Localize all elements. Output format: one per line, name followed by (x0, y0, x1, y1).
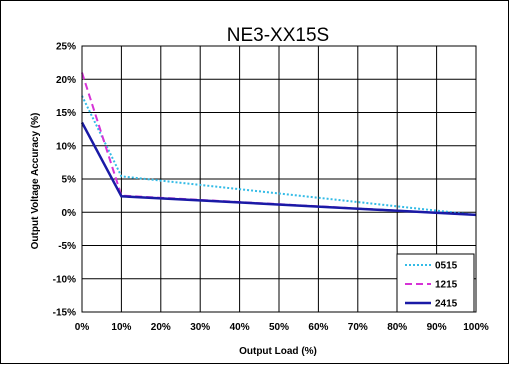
y-tick-label: 0% (62, 208, 77, 219)
x-tick-label: 90% (427, 322, 447, 333)
legend-label-0515: 0515 (435, 261, 458, 272)
y-tick-label: 25% (56, 42, 76, 53)
x-tick-label: 100% (463, 322, 489, 333)
x-tick-label: 50% (269, 322, 289, 333)
x-tick-label: 40% (230, 322, 250, 333)
chart-title: NE3-XX15S (227, 25, 329, 46)
y-tick-label: -5% (58, 241, 76, 252)
y-axis-label: Output Voltage Accuracy (%) (30, 113, 41, 250)
x-tick-label: 20% (151, 322, 171, 333)
x-axis-ticks: 0% 10% 20% 30% 40% 50% 60% 70% 80% 90% 100% (75, 322, 489, 333)
x-axis-label: Output Load (%) (239, 346, 317, 357)
y-tick-label: 10% (56, 141, 76, 152)
legend-label-2415: 2415 (435, 299, 458, 310)
x-tick-label: 80% (387, 322, 407, 333)
x-tick-label: 30% (190, 322, 210, 333)
y-tick-label: -10% (53, 274, 76, 285)
x-tick-label: 70% (348, 322, 368, 333)
legend-label-1215: 1215 (435, 280, 458, 291)
y-tick-label: 5% (62, 175, 77, 186)
x-tick-label: 0% (75, 322, 90, 333)
y-axis-ticks: -15% -10% -5% 0% 5% 10% 15% 20% 25% (53, 42, 76, 319)
x-tick-label: 10% (111, 322, 131, 333)
x-tick-label: 60% (308, 322, 328, 333)
legend: 0515 1215 2415 (397, 254, 474, 312)
y-tick-label: -15% (53, 308, 76, 319)
y-tick-label: 15% (56, 108, 76, 119)
y-tick-label: 20% (56, 75, 76, 86)
